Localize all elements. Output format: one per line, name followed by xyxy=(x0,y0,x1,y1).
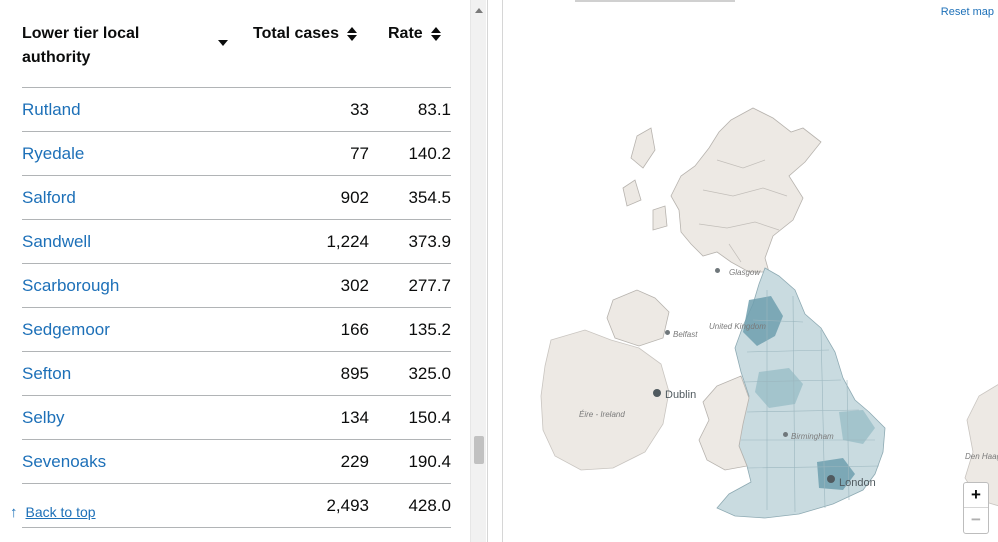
map-top-border xyxy=(575,0,735,2)
table-row: Sedgemoor 166 135.2 xyxy=(22,308,451,352)
header-rate[interactable]: Rate xyxy=(388,22,441,46)
rate-value: 150.4 xyxy=(408,408,451,427)
rate-value: 83.1 xyxy=(417,100,451,119)
authority-link[interactable]: Sevenoaks xyxy=(22,452,107,471)
city-dot-london xyxy=(827,475,835,483)
sort-icon xyxy=(430,26,441,41)
authority-link[interactable]: Scarborough xyxy=(22,276,120,295)
map-label-den-haag: Den Haag xyxy=(965,452,998,461)
authority-link[interactable]: Sandwell xyxy=(22,232,91,251)
total-cases-value: 1,224 xyxy=(326,232,369,251)
zoom-out-button[interactable]: − xyxy=(971,510,981,529)
continent-region xyxy=(964,384,998,507)
scotland-internal-borders xyxy=(698,159,788,263)
map-label-uk: United Kingdom xyxy=(709,322,766,331)
rate-value: 190.4 xyxy=(408,452,451,471)
table-header: Lower tier local authority Total cases R… xyxy=(22,0,451,88)
header-rate-label: Rate xyxy=(388,25,423,42)
table-row: Selby 134 150.4 xyxy=(22,396,451,440)
total-cases-value: 77 xyxy=(350,144,369,163)
map-label-birmingham: Birmingham xyxy=(791,432,834,441)
city-dot-belfast xyxy=(665,330,670,335)
table-scrollbar[interactable] xyxy=(470,0,486,542)
header-total-cases[interactable]: Total cases xyxy=(253,22,357,46)
total-cases-value: 902 xyxy=(340,188,369,207)
northern-ireland-region xyxy=(606,289,670,347)
authority-link[interactable]: Salford xyxy=(22,188,76,207)
rate-value: 428.0 xyxy=(408,496,451,515)
authority-link[interactable]: Sedgemoor xyxy=(22,320,110,339)
header-total-cases-label: Total cases xyxy=(253,25,339,42)
sort-icon xyxy=(346,26,357,41)
rate-value: 140.2 xyxy=(408,144,451,163)
table-row: Rutland 33 83.1 xyxy=(22,88,451,132)
table-row: Scarborough 302 277.7 xyxy=(22,264,451,308)
zoom-control: + − xyxy=(963,482,989,534)
zoom-in-button[interactable]: + xyxy=(964,483,988,508)
map-label-glasgow: Glasgow xyxy=(729,268,761,277)
map-label-ireland: Éire - Ireland xyxy=(579,410,625,419)
map-panel[interactable]: Glasgow Belfast United Kingdom Dublin Éi… xyxy=(502,0,998,542)
cases-table-panel: Lower tier local authority Total cases R… xyxy=(0,0,488,542)
rate-value: 373.9 xyxy=(408,232,451,251)
total-cases-value: 229 xyxy=(340,452,369,471)
map-label-dublin: Dublin xyxy=(665,389,697,401)
reset-map-button[interactable]: Reset map xyxy=(940,6,994,18)
header-authority[interactable]: Lower tier local authority xyxy=(22,25,140,66)
rate-value: 325.0 xyxy=(408,364,451,383)
table-row: Sefton 895 325.0 xyxy=(22,352,451,396)
ireland-region xyxy=(540,329,670,471)
cases-table: Lower tier local authority Total cases R… xyxy=(22,0,451,528)
rate-value: 135.2 xyxy=(408,320,451,339)
table-row: Ryedale 77 140.2 xyxy=(22,132,451,176)
total-cases-value: 895 xyxy=(340,364,369,383)
authority-link[interactable]: Selby xyxy=(22,408,65,427)
map-label-london: London xyxy=(839,477,876,489)
total-cases-value: 134 xyxy=(340,408,369,427)
wales-region xyxy=(698,375,750,471)
england-internal-borders xyxy=(741,290,880,513)
total-cases-value: 302 xyxy=(340,276,369,295)
scotland-islands xyxy=(622,127,668,231)
table-row: 2,493 428.0 xyxy=(22,484,451,528)
arrow-up-icon: ↑ xyxy=(10,504,18,521)
england-hotspot-london xyxy=(817,458,855,490)
total-cases-value: 33 xyxy=(350,100,369,119)
authority-link[interactable]: Ryedale xyxy=(22,144,85,163)
scrollbar-thumb[interactable] xyxy=(474,436,484,464)
back-to-top-label: Back to top xyxy=(25,504,96,520)
sort-descending-icon[interactable] xyxy=(218,36,232,50)
table-row: Salford 902 354.5 xyxy=(22,176,451,220)
scroll-up-icon[interactable] xyxy=(475,8,483,13)
city-dot-birmingham xyxy=(783,432,788,437)
scotland-region xyxy=(670,107,822,273)
total-cases-value: 166 xyxy=(340,320,369,339)
rate-value: 277.7 xyxy=(408,276,451,295)
table-row: Sevenoaks 229 190.4 xyxy=(22,440,451,484)
city-dot-glasgow xyxy=(715,268,720,273)
table-row: Sandwell 1,224 373.9 xyxy=(22,220,451,264)
uk-map[interactable] xyxy=(503,0,998,542)
rate-value: 354.5 xyxy=(408,188,451,207)
england-hotspot-north xyxy=(743,296,783,346)
back-to-top-link[interactable]: ↑ Back to top xyxy=(10,504,102,521)
table-body: Rutland 33 83.1 Ryedale 77 140.2 Salford 902 354… xyxy=(22,88,451,528)
total-cases-value: 2,493 xyxy=(326,496,369,515)
city-dot-dublin xyxy=(653,389,661,397)
authority-link[interactable]: Sefton xyxy=(22,364,72,383)
authority-link[interactable]: Rutland xyxy=(22,100,81,119)
map-label-belfast: Belfast xyxy=(673,330,698,339)
